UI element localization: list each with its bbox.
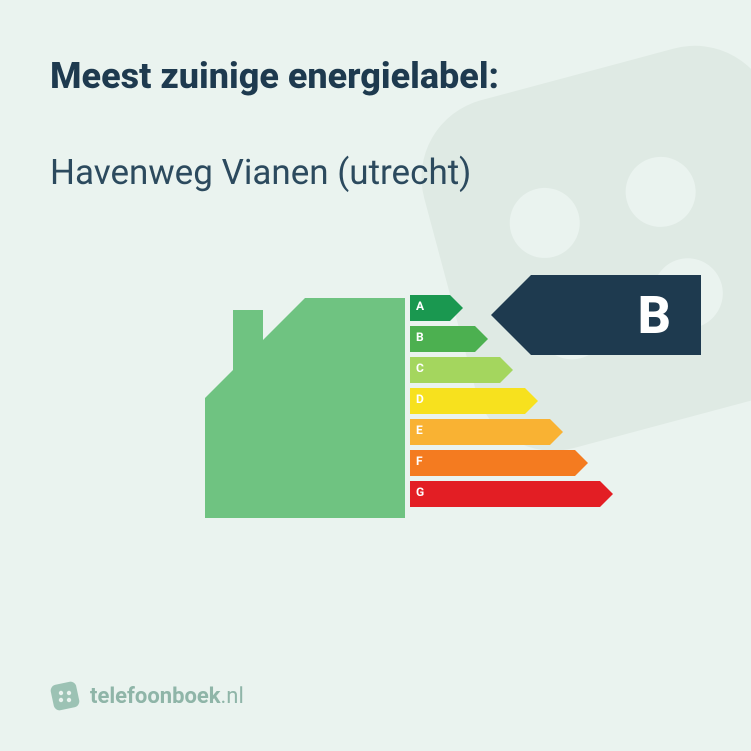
- footer-icon: [50, 681, 80, 711]
- page-title: Meest zuinige energielabel:: [50, 55, 701, 97]
- footer-brand-light: .nl: [221, 684, 244, 709]
- result-badge-label: B: [638, 285, 671, 346]
- energy-bar-label: D: [416, 392, 424, 406]
- energy-bar-label: G: [416, 485, 424, 499]
- footer-text: telefoonboek.nl: [90, 684, 244, 709]
- energy-bar-label: C: [416, 361, 424, 375]
- energy-bar-label: E: [416, 423, 423, 437]
- house-icon: [205, 268, 405, 548]
- footer-logo: telefoonboek.nl: [50, 681, 244, 711]
- energy-bar-label: F: [416, 454, 423, 468]
- page-subtitle: Havenweg Vianen (utrecht): [50, 152, 701, 193]
- energy-bar-label: A: [416, 299, 424, 313]
- result-badge: B: [491, 275, 701, 355]
- energy-label-chart: A B C D E F G B: [50, 253, 701, 563]
- footer-brand-bold: telefoonboek: [90, 684, 221, 709]
- energy-bar-label: B: [416, 330, 424, 344]
